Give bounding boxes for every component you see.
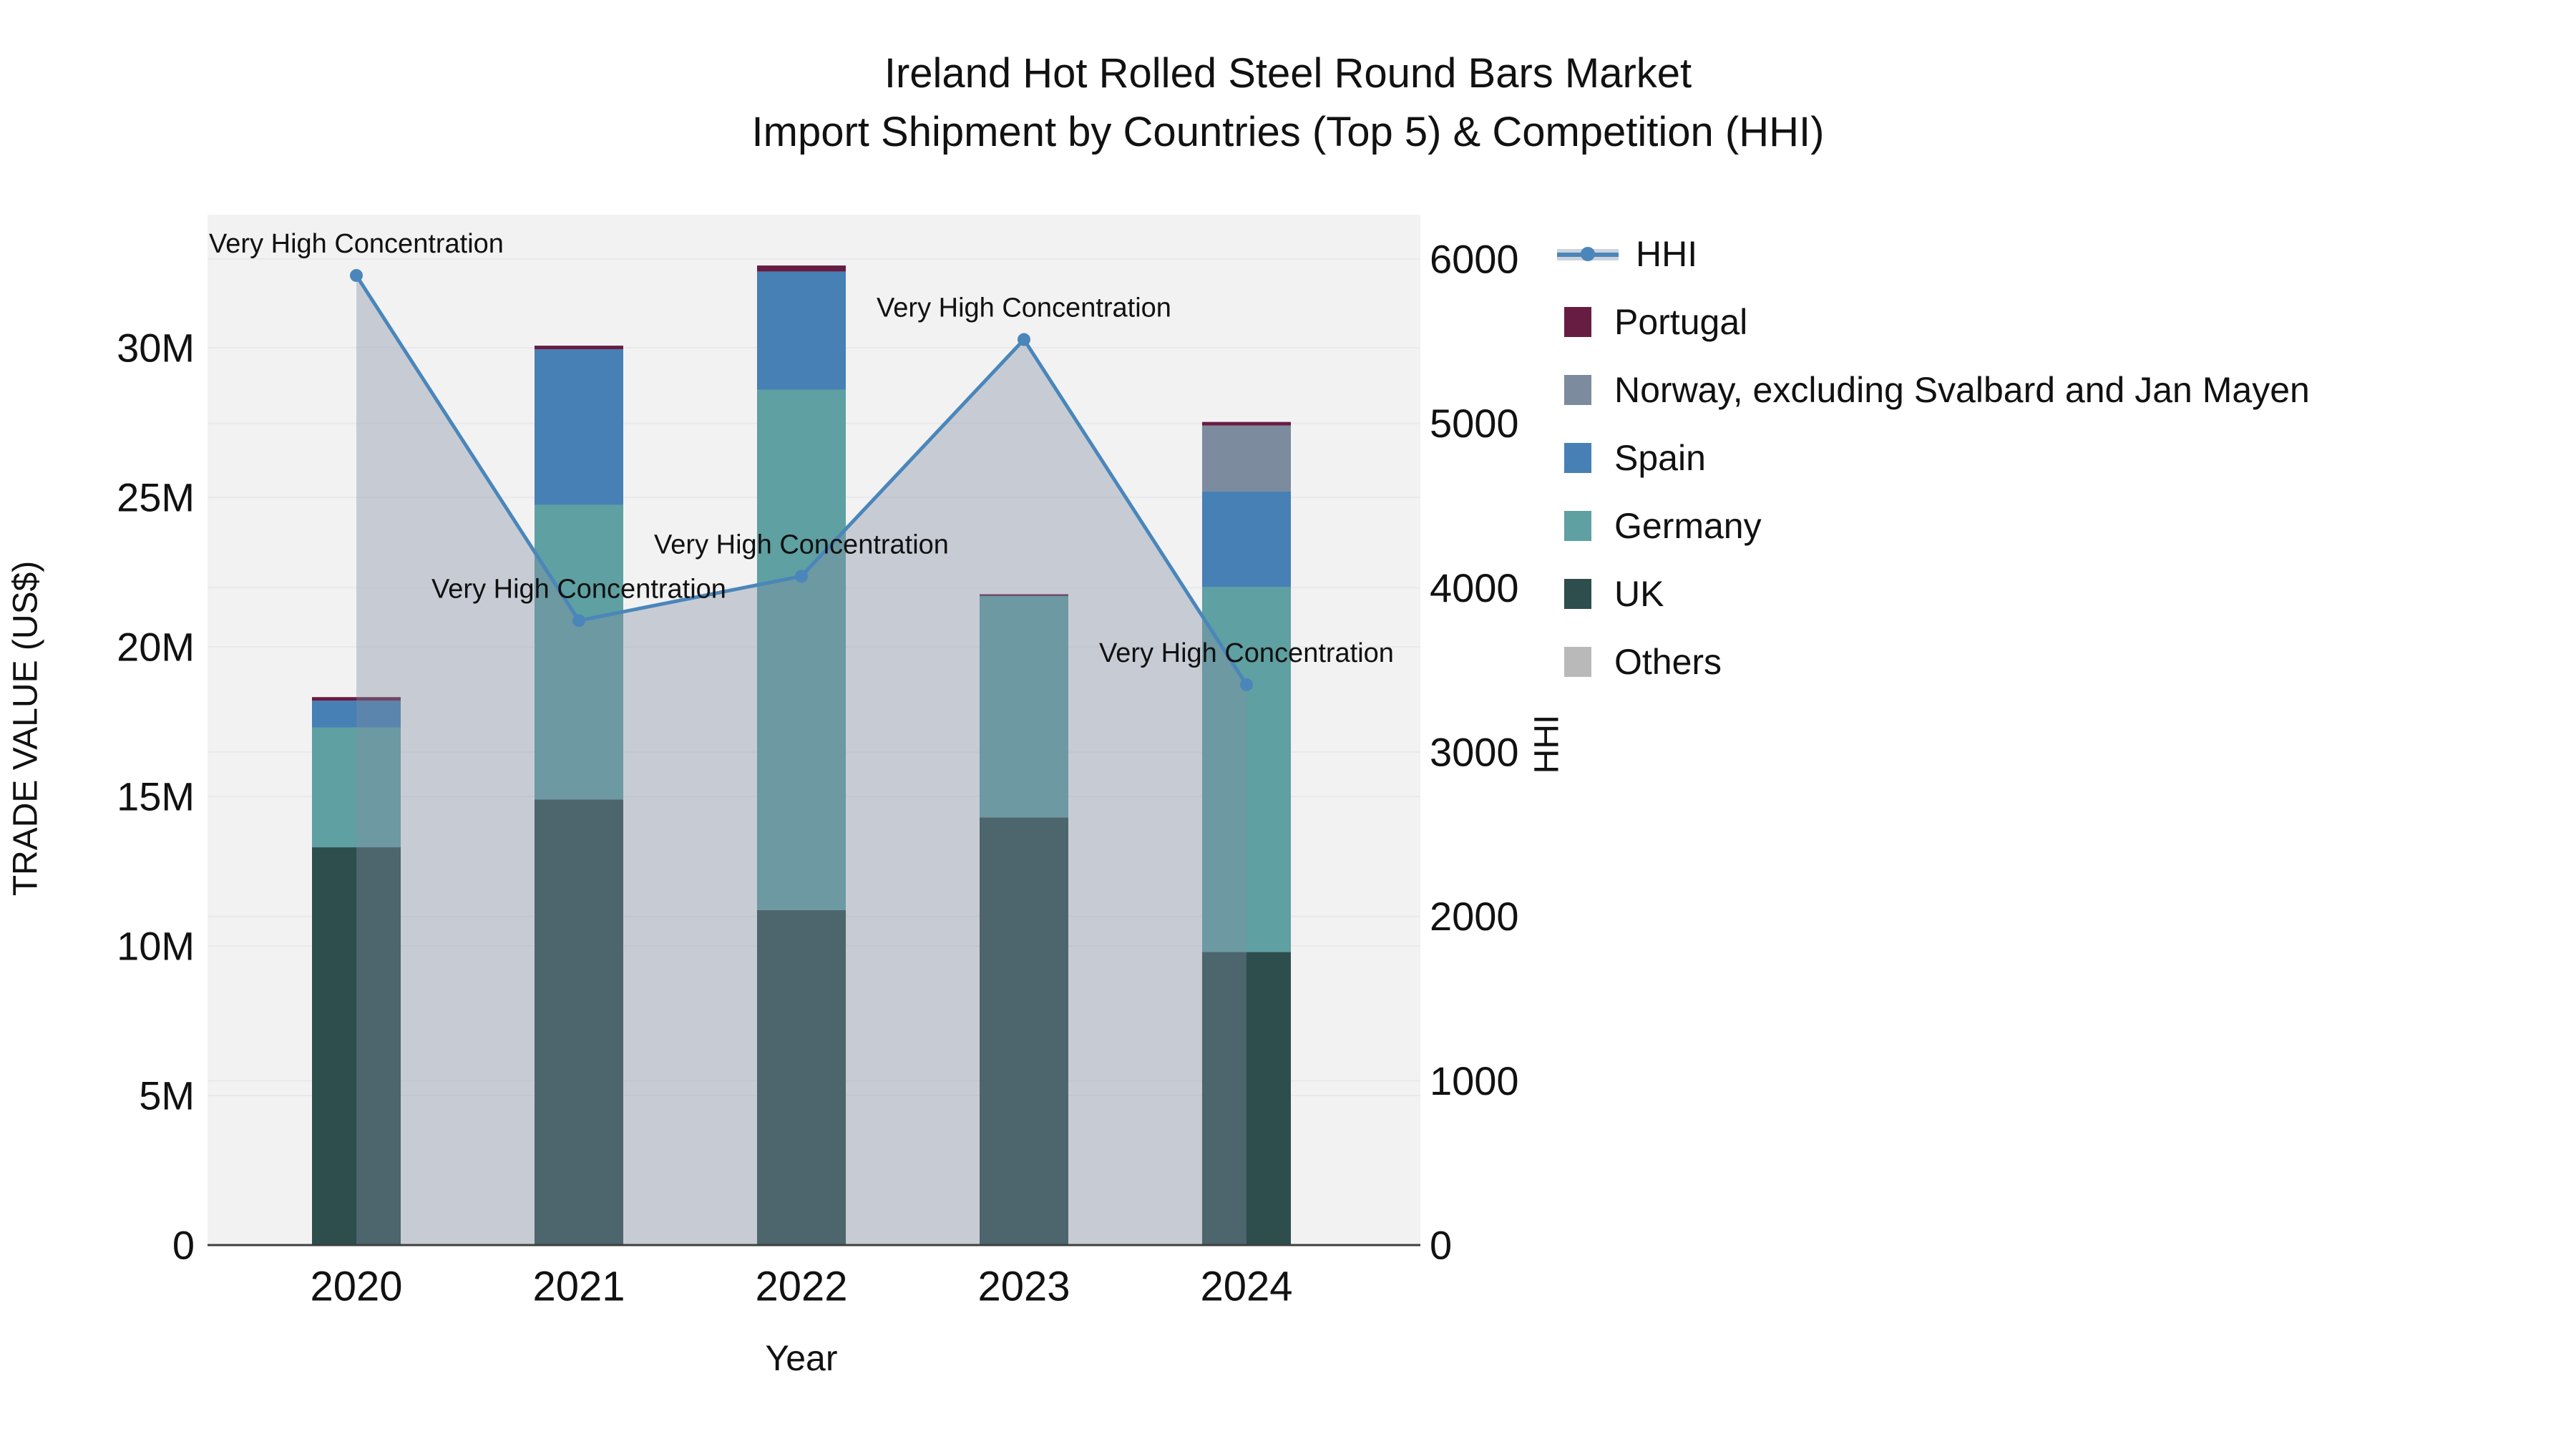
bar-segment-spain-2021[interactable]	[535, 349, 623, 505]
y-left-tick-20M: 20M	[117, 625, 195, 670]
bar-segment-uk-2024[interactable]	[1202, 952, 1291, 1245]
x-tick-2023: 2023	[977, 1264, 1070, 1310]
hhi-marker-2023[interactable]	[1018, 333, 1030, 346]
bar-segment-portugal-2021[interactable]	[535, 346, 623, 350]
legend-swatch-norway	[1564, 375, 1591, 405]
bar-segment-uk-2023[interactable]	[980, 817, 1068, 1245]
x-tick-2024: 2024	[1200, 1264, 1292, 1310]
y-right-tick-5000: 5000	[1430, 401, 1519, 446]
x-axis-title: Year	[765, 1338, 838, 1378]
y-right-tick-6000: 6000	[1430, 237, 1519, 282]
chart-title-line1: Ireland Hot Rolled Steel Round Bars Mark…	[884, 50, 1692, 97]
bar-segment-portugal-2023[interactable]	[980, 594, 1068, 596]
x-tick-2021: 2021	[532, 1264, 625, 1310]
legend-label-spain: Spain	[1614, 438, 1706, 478]
legend-label-hhi: HHI	[1636, 234, 1698, 274]
y-right-tick-1000: 1000	[1430, 1058, 1519, 1103]
legend-label-germany: Germany	[1614, 506, 1762, 546]
legend-swatch-germany	[1564, 511, 1591, 541]
y-left-tick-30M: 30M	[117, 326, 195, 371]
x-tick-2020: 2020	[310, 1264, 402, 1310]
legend-item-uk[interactable]: UK	[1557, 574, 2310, 614]
bar-segment-norway-2024[interactable]	[1202, 425, 1291, 492]
legend-item-germany[interactable]: Germany	[1557, 506, 2310, 546]
y-left-tick-15M: 15M	[117, 774, 195, 819]
hhi-marker-2020[interactable]	[350, 268, 363, 282]
legend-label-portugal: Portugal	[1614, 302, 1748, 342]
annotation-2021: Very High Concentration	[431, 574, 726, 604]
bar-segment-portugal-2024[interactable]	[1202, 421, 1291, 426]
bar-segment-spain-2022[interactable]	[757, 271, 846, 390]
legend-item-norway[interactable]: Norway, excluding Svalbard and Jan Mayen	[1557, 370, 2310, 410]
bar-segment-germany-2024[interactable]	[1202, 587, 1291, 952]
y-right-tick-2000: 2000	[1430, 894, 1519, 939]
legend-label-others: Others	[1614, 642, 1722, 682]
bar-segment-portugal-2022[interactable]	[757, 265, 846, 272]
chart-title: Ireland Hot Rolled Steel Round Bars Mark…	[0, 44, 2576, 162]
legend-swatch-spain	[1564, 443, 1591, 473]
hhi-marker-2021[interactable]	[572, 614, 585, 628]
legend-item-others[interactable]: Others	[1557, 642, 2310, 682]
y-left-tick-25M: 25M	[117, 475, 195, 520]
y-left-tick-5M: 5M	[139, 1073, 195, 1118]
legend-label-norway: Norway, excluding Svalbard and Jan Mayen	[1614, 370, 2310, 410]
bar-segment-germany-2021[interactable]	[535, 504, 623, 800]
legend-swatch-portugal	[1564, 307, 1591, 337]
legend-swatch-uk	[1564, 579, 1591, 609]
hhi-area-fill	[356, 275, 1246, 1245]
y-right-tick-3000: 3000	[1430, 730, 1519, 775]
bar-segment-uk-2022[interactable]	[757, 909, 846, 1245]
annotation-2022: Very High Concentration	[654, 530, 949, 560]
legend-item-portugal[interactable]: Portugal	[1557, 302, 2310, 342]
annotation-2020: Very High Concentration	[209, 229, 504, 259]
y-left-tick-10M: 10M	[117, 924, 195, 969]
legend-swatch-others	[1564, 647, 1591, 677]
bar-segment-germany-2020[interactable]	[312, 727, 401, 848]
bar-segment-germany-2023[interactable]	[980, 595, 1068, 818]
legend-label-uk: UK	[1614, 574, 1664, 614]
legend: HHI Portugal Norway, excluding Svalbard an…	[1557, 234, 2310, 712]
chart-title-line2: Import Shipment by Countries (Top 5) & C…	[751, 109, 1825, 155]
y-right-tick-4000: 4000	[1430, 565, 1519, 610]
y-left-tick-0: 0	[172, 1223, 195, 1268]
bar-segment-portugal-2020[interactable]	[312, 697, 401, 701]
bar-segment-spain-2020[interactable]	[312, 701, 401, 728]
bar-segment-uk-2021[interactable]	[535, 799, 623, 1245]
legend-item-spain[interactable]: Spain	[1557, 438, 2310, 478]
hhi-marker-2024[interactable]	[1240, 678, 1253, 691]
bar-segment-germany-2022[interactable]	[757, 389, 846, 910]
legend-item-hhi[interactable]: HHI	[1557, 234, 2310, 274]
x-tick-2022: 2022	[755, 1264, 847, 1310]
hhi-marker-2022[interactable]	[795, 570, 808, 583]
bar-segment-spain-2024[interactable]	[1202, 491, 1291, 587]
y-axis-title-right: HHI	[1528, 714, 1566, 774]
annotation-2023: Very High Concentration	[877, 293, 1171, 323]
hhi-line-icon	[1557, 238, 1619, 270]
y-right-tick-0: 0	[1430, 1223, 1452, 1268]
annotation-2024: Very High Concentration	[1099, 638, 1394, 668]
bar-segment-uk-2020[interactable]	[312, 847, 401, 1245]
y-axis-title-left: TRADE VALUE (US$)	[6, 560, 45, 897]
